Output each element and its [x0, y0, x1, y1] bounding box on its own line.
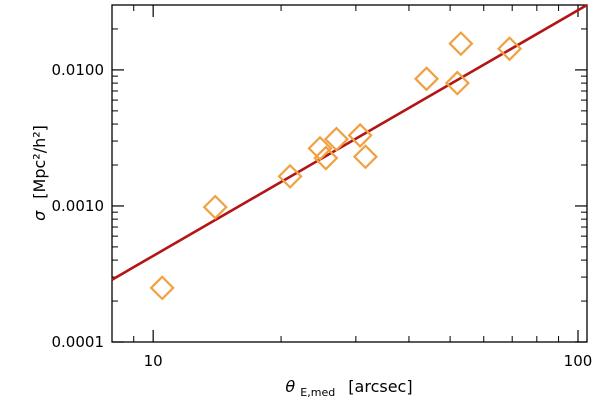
y-tick-label: 0.0001 [52, 333, 105, 351]
points-layer [149, 31, 523, 301]
x-axis-title: θ E,med [arcsec] [285, 377, 412, 400]
x-tick-label: 10 [144, 352, 163, 370]
y-axis-title: σ [Mpc²/h²] [30, 125, 49, 221]
plot-frame [111, 4, 588, 343]
data-point [313, 145, 339, 171]
y-tick-label: 0.0100 [52, 61, 105, 79]
y-tick-label: 0.0010 [52, 197, 105, 215]
data-point [307, 135, 333, 161]
fit-line [111, 3, 588, 281]
x-axis-subscript: E,med [300, 386, 335, 399]
data-point [202, 194, 228, 220]
data-point [444, 70, 470, 96]
data-point [149, 275, 175, 301]
data-point [448, 31, 474, 57]
data-point [352, 144, 379, 170]
y-axis-symbol: σ [30, 210, 49, 221]
data-point [347, 122, 373, 148]
x-axis-symbol: θ [285, 377, 295, 396]
data-point [277, 163, 303, 189]
x-axis-unit: [arcsec] [348, 377, 412, 396]
x-tick-label: 100 [564, 352, 593, 370]
data-point [413, 66, 440, 92]
data-point [496, 36, 523, 62]
ticks: 10 100 0.0001 0.0010 0.0100 [52, 4, 593, 370]
y-axis-unit: [Mpc²/h²] [30, 125, 49, 199]
data-point [323, 126, 349, 152]
fit-line-layer [111, 3, 588, 281]
